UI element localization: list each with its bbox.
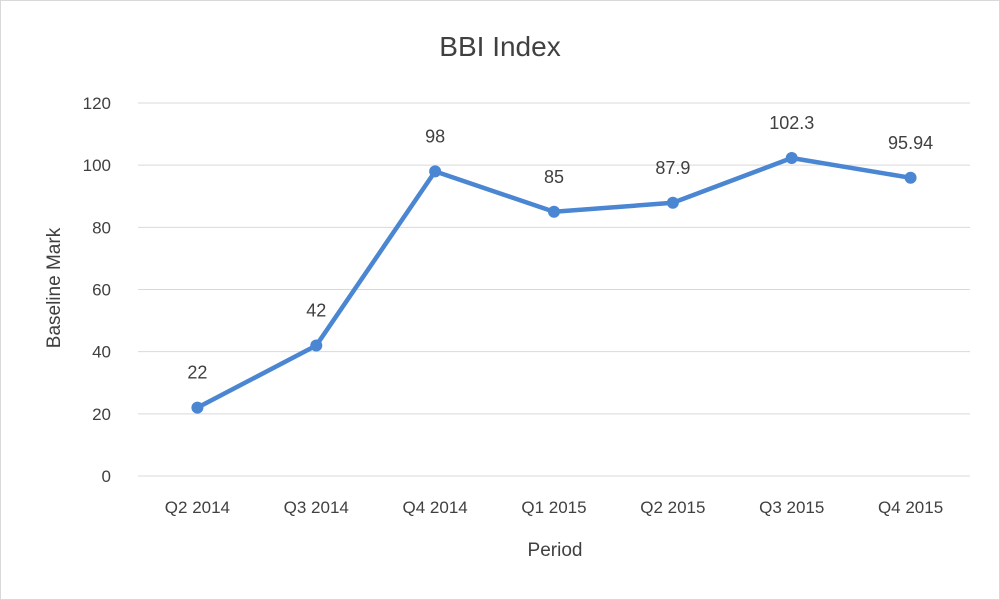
- data-labels: 22 42 98 85 87.9 102.3 95.94: [187, 113, 933, 383]
- data-label: 102.3: [769, 113, 814, 133]
- y-tick-label: 40: [92, 343, 111, 362]
- x-tick-label: Q3 2015: [759, 498, 824, 517]
- data-point: [429, 165, 442, 178]
- data-label: 95.94: [888, 133, 933, 153]
- data-label: 98: [425, 126, 445, 146]
- x-tick-label: Q2 2015: [640, 498, 705, 517]
- data-label: 87.9: [655, 158, 690, 178]
- chart-title: BBI Index: [439, 31, 560, 62]
- series-group: [191, 152, 917, 414]
- y-axis-title: Baseline Mark: [44, 227, 65, 348]
- data-point: [666, 196, 679, 209]
- y-tick-label: 80: [92, 218, 111, 237]
- y-tick-label: 100: [83, 156, 111, 175]
- data-point: [785, 152, 798, 165]
- data-point: [904, 171, 917, 184]
- x-tick-label: Q3 2014: [284, 498, 349, 517]
- gridlines: [138, 102, 970, 477]
- data-label: 85: [544, 167, 564, 187]
- data-label: 42: [306, 300, 326, 320]
- y-tick-label: 20: [92, 405, 111, 424]
- data-point: [548, 205, 560, 218]
- x-tick-label: Q4 2015: [878, 498, 943, 517]
- x-tick-label: Q4 2014: [403, 498, 468, 517]
- data-point: [191, 401, 204, 414]
- y-tick-label: 60: [92, 281, 111, 300]
- data-label: 22: [187, 363, 207, 383]
- series-line: [195, 155, 913, 410]
- data-point: [310, 339, 323, 352]
- y-tick-label: 0: [102, 467, 111, 486]
- x-axis-ticks: Q2 2014 Q3 2014 Q4 2014 Q1 2015 Q2 2015 Q3 20…: [165, 498, 943, 517]
- y-tick-label: 120: [83, 94, 111, 113]
- x-axis-title: Period: [528, 540, 583, 561]
- x-tick-label: Q1 2015: [521, 498, 586, 517]
- y-axis-ticks: 0 20 40 60 80 100 120: [83, 94, 111, 486]
- x-tick-label: Q2 2014: [165, 498, 230, 517]
